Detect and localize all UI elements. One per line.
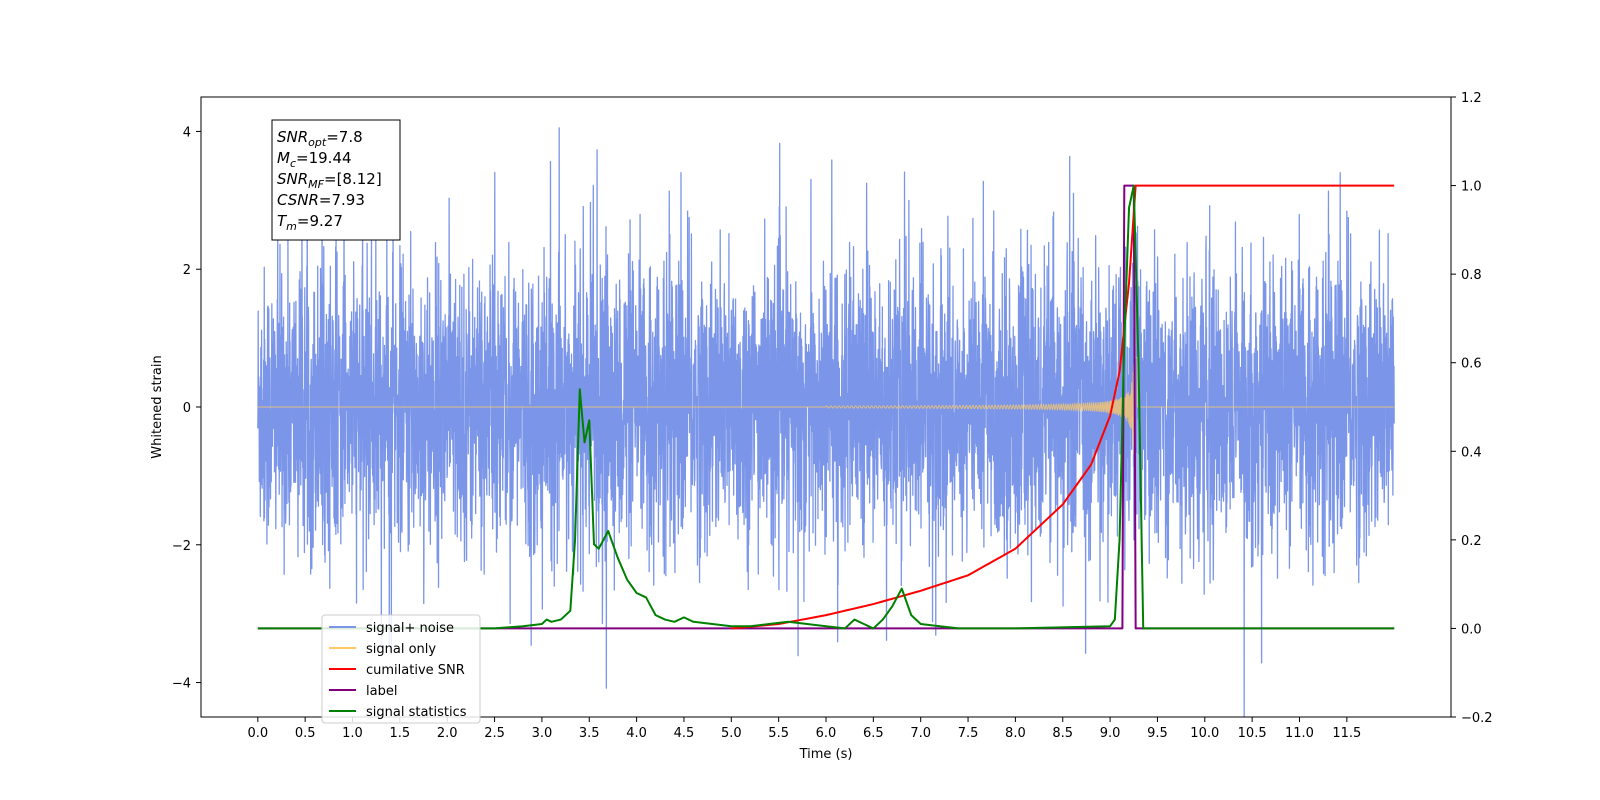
legend-label: cumilative SNR: [366, 663, 465, 678]
x-tick-label: 4.5: [674, 726, 695, 741]
x-tick-label: 1.0: [342, 726, 363, 741]
y-right-tick-label: 1.2: [1461, 91, 1482, 106]
x-tick-label: 8.5: [1052, 726, 1073, 741]
annotation-subscript: opt: [308, 136, 327, 149]
x-tick-label: 11.5: [1332, 726, 1361, 741]
y-axis-label: Whitened strain: [150, 355, 165, 458]
x-tick-label: 7.0: [910, 726, 931, 741]
y-tick-label: −4: [172, 677, 191, 692]
x-tick-label: 10.5: [1238, 726, 1267, 741]
x-tick-label: 5.0: [721, 726, 742, 741]
annotation-symbol: M: [277, 149, 290, 167]
annotation-symbol: SNR: [277, 128, 308, 146]
annotation-value: =7.93: [319, 191, 365, 209]
y-right-tick-label: 1.0: [1461, 180, 1482, 195]
series-signal-statistics-line: [257, 184, 1395, 630]
y-tick-label: 2: [183, 263, 191, 278]
x-tick-label: 2.0: [437, 726, 458, 741]
y-tick-label: −2: [172, 539, 191, 554]
x-axis: 0.0 0.5 1.0 1.5 2.0 2.5 3.0 3.5 4.0 4.5 5.0 5.5 6.0 6…: [247, 717, 1361, 741]
series-cumulative-snr-line: [731, 184, 1395, 630]
x-tick-label: 5.5: [768, 726, 789, 741]
x-tick-label: 7.5: [958, 726, 979, 741]
annotation-value: =19.44: [296, 149, 352, 167]
series-signal-only-line: [257, 305, 1395, 455]
x-tick-label: 11.0: [1285, 726, 1314, 741]
x-tick-label: 4.0: [626, 726, 647, 741]
y-tick-label: 4: [183, 125, 191, 140]
annotation-line: SNRMF=[8.12]: [277, 170, 382, 191]
y-right-tick-label: 0.4: [1461, 445, 1482, 460]
x-tick-label: 1.5: [390, 726, 411, 741]
x-tick-label: 9.0: [1100, 726, 1121, 741]
x-tick-label: 6.0: [816, 726, 837, 741]
x-tick-label: 9.5: [1147, 726, 1168, 741]
annotation-line: Tm=9.27: [277, 212, 343, 233]
y-right-tick-label: 0.8: [1461, 268, 1482, 283]
x-tick-label: 8.0: [1005, 726, 1026, 741]
x-tick-label: 3.0: [532, 726, 553, 741]
x-tick-label: 0.0: [247, 726, 268, 741]
annotation-value: =9.27: [297, 212, 343, 230]
annotation-symbol: T: [277, 212, 288, 230]
series-signal-noise-line: [257, 127, 1395, 717]
y-tick-label: 0: [183, 401, 191, 416]
y-axis-left: 4 2 0 −2 −4: [172, 125, 201, 692]
annotation-subscript: c: [290, 157, 296, 170]
annotation-line: SNRopt=7.8: [277, 128, 363, 149]
y-right-tick-label: 0.6: [1461, 357, 1482, 372]
legend-label: signal only: [366, 642, 436, 657]
annotation-value: =[8.12]: [324, 170, 382, 188]
annotation-value: =7.8: [326, 128, 362, 146]
y-right-tick-label: −0.2: [1461, 711, 1493, 726]
y-right-tick-label: 0.2: [1461, 534, 1482, 549]
plot-area: [257, 127, 1395, 717]
x-tick-label: 6.5: [863, 726, 884, 741]
annotation-line: Mc=19.44: [277, 149, 352, 170]
y-right-tick-label: 0.0: [1461, 622, 1482, 637]
x-axis-label: Time (s): [799, 747, 853, 762]
x-tick-label: 10.0: [1190, 726, 1219, 741]
legend-label: label: [366, 684, 397, 699]
legend: signal+ noise signal only cumilative SNR la…: [321, 614, 481, 724]
y-axis-right: 1.2 1.0 0.8 0.6 0.4 0.2 0.0 −0.2: [1451, 91, 1493, 726]
series-layer: [257, 127, 1395, 717]
annotation-symbol: SNR: [277, 170, 308, 188]
annotation-frame: [271, 119, 401, 241]
x-tick-label: 3.5: [579, 726, 600, 741]
annotation-box: SNRopt=7.8Mc=19.44SNRMF=[8.12]CSNR=7.93T…: [271, 119, 401, 241]
legend-label: signal statistics: [366, 705, 467, 720]
annotation-symbol: CSNR: [277, 191, 319, 209]
annotation-subscript: MF: [308, 178, 324, 191]
x-tick-label: 0.5: [295, 726, 316, 741]
legend-label: signal+ noise: [366, 621, 454, 636]
annotation-line: CSNR=7.93: [277, 191, 365, 209]
legend-frame: [321, 614, 481, 724]
x-tick-label: 2.5: [484, 726, 505, 741]
annotation-subscript: m: [286, 220, 297, 233]
